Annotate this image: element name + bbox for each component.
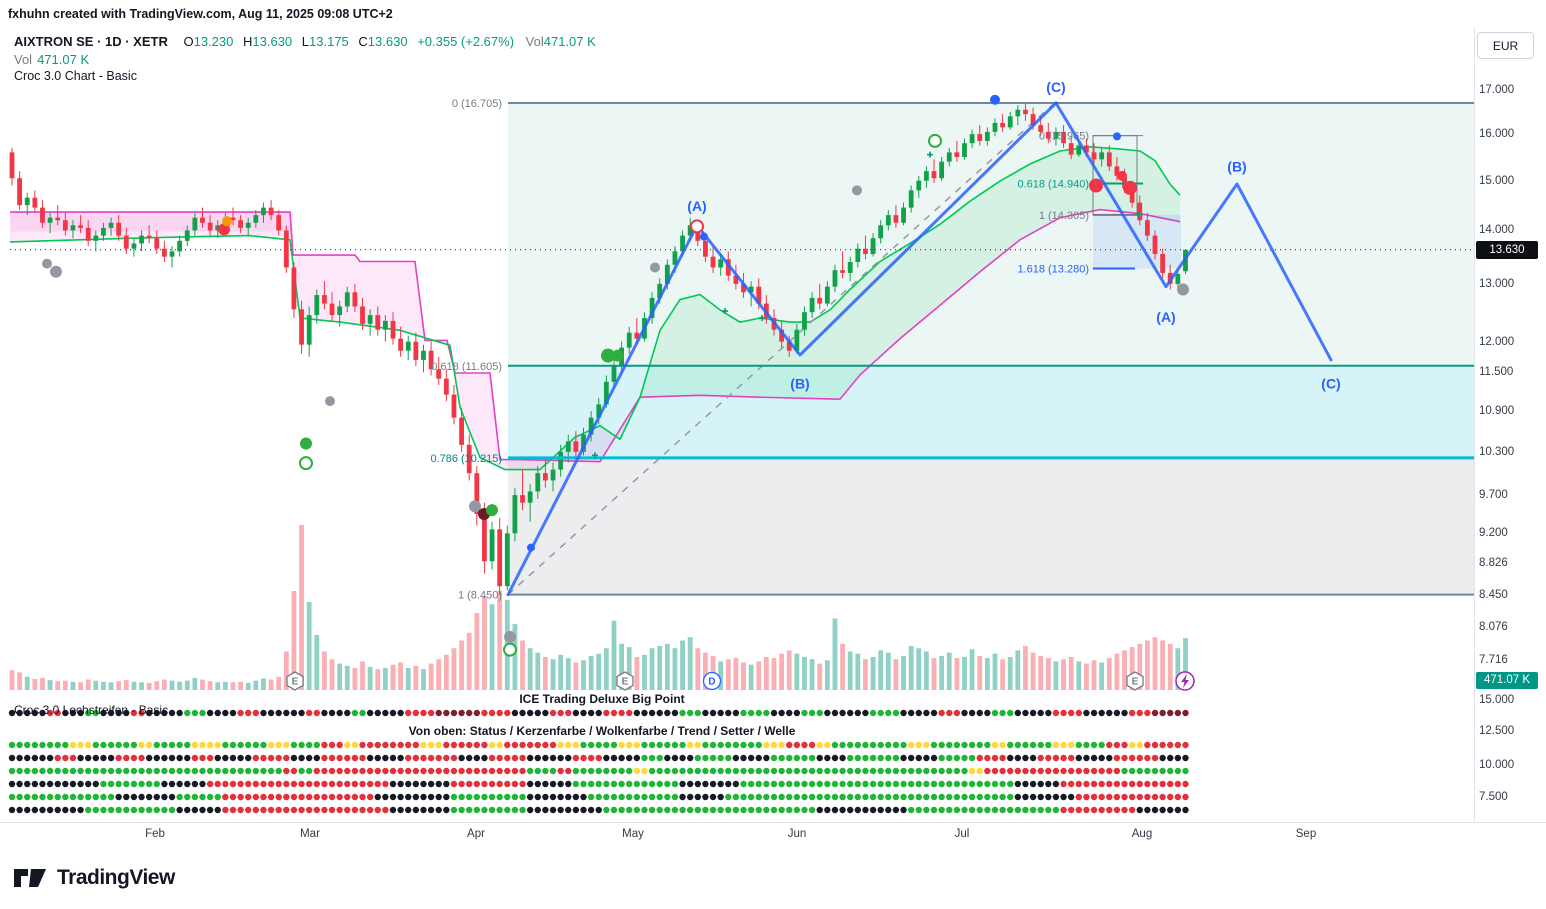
pane2-axis-label: 7.500: [1479, 791, 1508, 803]
price-axis-label: 9.700: [1479, 489, 1508, 502]
svg-text:E: E: [1132, 677, 1139, 688]
croc-cloud: [9, 145, 1181, 471]
currency-button[interactable]: EUR: [1477, 32, 1534, 59]
svg-text:E: E: [292, 677, 299, 688]
time-axis-label: Feb: [145, 828, 165, 840]
change-value: +0.355 (+2.67%): [417, 34, 515, 49]
wave-label[interactable]: (C): [1321, 376, 1340, 392]
open-label: O: [183, 34, 194, 49]
wave-label[interactable]: (C): [1046, 79, 1065, 95]
fib-label[interactable]: 1 (8.450): [458, 590, 502, 602]
price-axis-label: 16.000: [1479, 128, 1515, 141]
creator-watermark: fxhuhn created with TradingView.com, Aug…: [8, 7, 393, 21]
close-label: C: [358, 34, 368, 49]
volume-value: 471.07 K: [543, 34, 596, 49]
price-axis-label: 11.500: [1479, 366, 1514, 379]
time-axis[interactable]: Feb Mar Apr May Jun Jul Aug Sep: [0, 823, 1546, 847]
time-axis-label: Aug: [1131, 828, 1153, 840]
wave-label[interactable]: (B): [1227, 158, 1246, 174]
signal-markers: [42, 94, 1189, 657]
wave-label[interactable]: (B): [790, 376, 809, 392]
symbol-title[interactable]: AIXTRON SE · 1D · XETR: [14, 34, 168, 49]
high-value: 13.630: [252, 34, 293, 49]
time-axis-separator: [0, 822, 1546, 823]
time-axis-label: Jun: [787, 828, 807, 840]
earnings-badge-icon[interactable]: [1126, 671, 1144, 691]
fib-zones: [10, 103, 1474, 595]
svg-text:D: D: [708, 677, 715, 688]
price-axis-label: 8.450: [1479, 588, 1508, 601]
price-axis-label: 8.826: [1479, 557, 1508, 570]
time-axis-label: Mar: [300, 828, 320, 840]
last-price-badge: 13.630: [1476, 240, 1538, 259]
lochstreifen-title[interactable]: Croc 3.0 Lochstreifen - Basic: [14, 703, 169, 717]
dividend-badge-icon[interactable]: [702, 671, 722, 691]
price-axis-separator: [1474, 28, 1475, 822]
earnings-badge-icon[interactable]: [616, 671, 634, 691]
vol-study-value: 471.07 K: [37, 52, 90, 67]
tradingview-logo-icon: [14, 869, 46, 887]
price-axis-label: 8.076: [1479, 621, 1508, 634]
fib-levels[interactable]: 0 (16.705) 0.618 (11.605) 0.786 (10.215) 1 …: [430, 98, 1474, 602]
price-axis-label: 12.000: [1479, 335, 1515, 348]
earnings-badge-icon[interactable]: [286, 671, 304, 691]
price-axis-label: 15.000: [1479, 174, 1515, 187]
symbol-legend[interactable]: AIXTRON SE · 1D · XETR O13.230 H13.630 L…: [14, 34, 596, 49]
rows-legend: Von oben: Status / Kerzenfarbe / Wolkenf…: [408, 724, 796, 738]
volume-badge: 471.07 K: [1476, 672, 1538, 689]
tradingview-logo-text: TradingView: [57, 866, 175, 889]
time-axis-label: Apr: [467, 828, 485, 840]
price-axis-label: 13.000: [1479, 277, 1515, 290]
fib-label[interactable]: 1.618 (13.280): [1017, 264, 1089, 276]
low-label: L: [301, 34, 310, 49]
low-value: 13.175: [309, 34, 349, 49]
price-axis[interactable]: 17.000 16.000 15.000 14.000 13.000 12.000 11.5…: [1475, 0, 1545, 822]
fib-label[interactable]: 0 (16.705): [452, 98, 502, 110]
time-axis-label: Sep: [1295, 828, 1317, 840]
lochstreifen-dots: [8, 709, 1189, 814]
price-axis-label: 9.200: [1479, 527, 1508, 540]
elliott-waves[interactable]: (A) (B) (C) (A) (B) (C): [506, 79, 1341, 597]
pane2-axis-label: 10.000: [1479, 759, 1515, 771]
high-label: H: [243, 34, 253, 49]
time-axis-label: May: [622, 828, 644, 840]
pane2-axis-label: 12.500: [1479, 725, 1515, 737]
trend-line[interactable]: [507, 97, 1061, 596]
fib-rects[interactable]: [1092, 135, 1181, 269]
vol-study-label: Vol: [14, 52, 33, 67]
close-value: 13.630: [367, 34, 408, 49]
price-axis-label: 7.716: [1479, 654, 1508, 667]
price-axis-label: 17.000: [1479, 84, 1515, 97]
volume-study-row[interactable]: Vol 471.07 K: [14, 52, 89, 67]
price-axis-label: 10.300: [1479, 445, 1515, 458]
fib-label[interactable]: 0.786 (10.215): [430, 453, 502, 465]
chart-canvas[interactable]: 0 (16.705) 0.618 (11.605) 0.786 (10.215) 1 …: [0, 0, 1546, 860]
wave-label[interactable]: (A): [1156, 309, 1175, 325]
open-value: 13.230: [193, 34, 234, 49]
fib-label[interactable]: 0.618 (11.605): [431, 361, 502, 373]
svg-text:E: E: [622, 677, 629, 688]
ice-indicator-title: ICE Trading Deluxe Big Point: [519, 692, 685, 706]
indicator-title[interactable]: Croc 3.0 Chart - Basic: [14, 69, 137, 83]
tradingview-logo[interactable]: TradingView: [12, 864, 175, 892]
wave-label[interactable]: (A): [687, 198, 706, 214]
volume-label: Vol: [525, 34, 544, 49]
price-axis-label: 14.000: [1479, 224, 1515, 237]
price-axis-label: 10.900: [1479, 404, 1515, 417]
fib-label[interactable]: 1 (14.305): [1039, 210, 1089, 222]
fib-label[interactable]: 0.618 (14.940): [1017, 179, 1089, 191]
fib-label[interactable]: 0 (15.965): [1039, 131, 1089, 143]
pane2-axis-label: 15.000: [1479, 694, 1515, 706]
time-axis-label: Jul: [954, 828, 970, 840]
lightning-icon: [1181, 674, 1189, 688]
